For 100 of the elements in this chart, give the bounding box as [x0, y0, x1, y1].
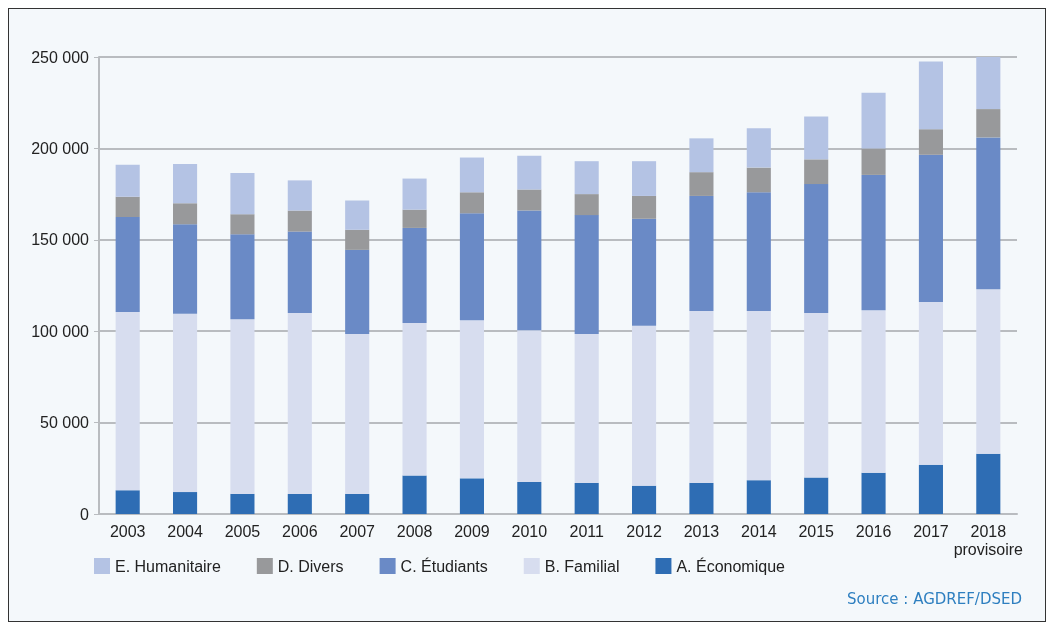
y-tick-label: 250 000	[31, 48, 90, 66]
bar	[804, 184, 829, 313]
bar	[345, 493, 370, 514]
bar	[746, 311, 771, 481]
x-tick-label: 2012	[626, 522, 662, 540]
bar	[517, 210, 542, 331]
bar	[173, 492, 198, 514]
bar	[689, 195, 714, 312]
bar	[459, 478, 484, 514]
bar	[287, 312, 312, 494]
bar	[918, 61, 943, 130]
bar	[574, 194, 599, 216]
bar	[230, 319, 255, 494]
bar	[115, 312, 140, 491]
bar	[976, 137, 1001, 290]
bar	[632, 325, 657, 486]
bar	[173, 224, 198, 314]
bar	[746, 480, 771, 514]
x-tick-label: 2017	[913, 522, 949, 540]
bar	[173, 313, 198, 493]
bar	[345, 229, 370, 250]
legend-label: B. Familial	[544, 557, 620, 575]
bar	[976, 57, 1001, 110]
bar	[574, 482, 599, 514]
y-tick-label: 200 000	[31, 139, 90, 157]
bar	[918, 464, 943, 514]
legend-label: E. Humanitaire	[115, 557, 221, 575]
bar	[173, 203, 198, 225]
x-tick-label: 2011	[569, 522, 604, 540]
bar	[459, 157, 484, 193]
legend-label: C. Étudiants	[400, 556, 488, 575]
bar	[574, 215, 599, 334]
x-tick-label: 2008	[396, 522, 433, 540]
bar	[345, 249, 370, 334]
y-tick-label: 50 000	[40, 414, 90, 432]
x-tick-label: 2014	[741, 522, 777, 540]
bar	[976, 453, 1001, 514]
bar	[115, 216, 140, 313]
bar	[287, 180, 312, 211]
bar	[861, 472, 886, 514]
bar	[230, 493, 255, 514]
bar	[287, 493, 312, 514]
bar	[517, 155, 542, 190]
bar	[459, 213, 484, 321]
bar	[632, 161, 657, 196]
x-tick-label: 2018 provisoire	[953, 522, 1024, 558]
bar	[115, 164, 140, 197]
bar	[976, 289, 1001, 454]
bar	[402, 227, 427, 323]
x-tick-label: 2013	[683, 522, 720, 540]
bar	[804, 116, 829, 160]
bar	[632, 218, 657, 326]
x-tick-label: 2016	[855, 522, 892, 540]
bar	[746, 167, 771, 193]
bar	[459, 320, 484, 479]
bar	[230, 173, 255, 215]
bar	[976, 109, 1001, 138]
y-tick-label: 100 000	[31, 322, 90, 340]
bar	[115, 490, 140, 514]
bar	[402, 178, 427, 210]
bar	[459, 192, 484, 214]
bar	[230, 234, 255, 320]
legend-label: D. Divers	[277, 557, 344, 575]
bar	[115, 196, 140, 217]
bar	[746, 192, 771, 312]
bar	[689, 482, 714, 514]
bar	[287, 210, 312, 232]
bar	[517, 330, 542, 483]
bar	[861, 310, 886, 473]
bar	[804, 477, 829, 514]
bar	[632, 485, 657, 514]
bar	[173, 163, 198, 204]
bar	[918, 154, 943, 302]
x-tick-label: 2007	[339, 522, 376, 540]
bar	[402, 475, 427, 514]
x-tick-label: 2009	[454, 522, 490, 540]
bar	[574, 333, 599, 483]
bar	[861, 148, 886, 175]
bar	[918, 129, 943, 155]
bar	[918, 301, 943, 465]
x-tick-label: 2003	[109, 522, 146, 540]
bar	[804, 312, 829, 478]
bar	[402, 209, 427, 228]
bar	[345, 333, 370, 494]
source-note: Source : AGDREF/DSED	[847, 589, 1023, 608]
bar	[689, 172, 714, 196]
bar	[574, 161, 599, 195]
bar	[517, 482, 542, 514]
bar	[345, 200, 370, 230]
x-tick-label: 2005	[224, 522, 261, 540]
x-tick-label: 2006	[282, 522, 318, 540]
bar	[402, 322, 427, 476]
bar	[632, 195, 657, 219]
bar	[861, 92, 886, 149]
x-tick-label: 2015	[798, 522, 835, 540]
legend-label: A. Économique	[676, 556, 786, 575]
bar	[287, 231, 312, 313]
y-tick-label: 0	[80, 505, 90, 523]
bar	[230, 214, 255, 235]
bar	[746, 128, 771, 168]
